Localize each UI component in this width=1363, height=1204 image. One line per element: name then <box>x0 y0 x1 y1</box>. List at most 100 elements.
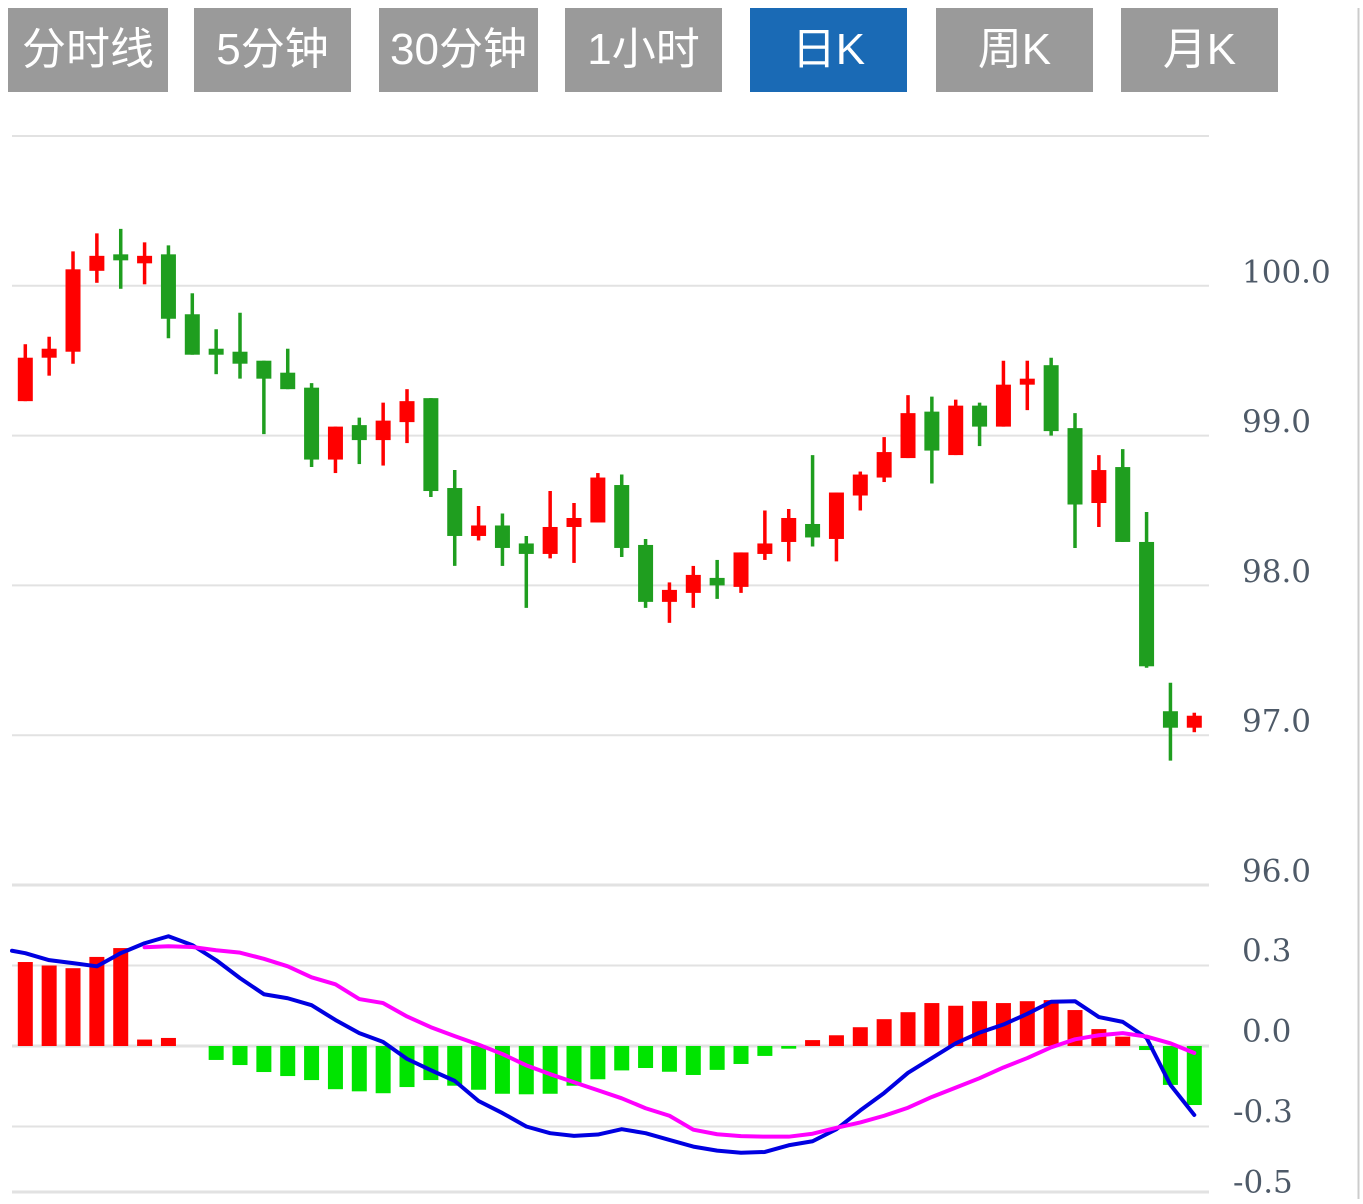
macd-histogram-bar <box>876 1019 892 1046</box>
candle-body <box>41 348 57 358</box>
candle-body <box>1043 365 1059 432</box>
candle-body <box>471 525 487 536</box>
macd-histogram-bar <box>494 1046 510 1094</box>
candle-body <box>280 372 296 390</box>
tab-weekly-k[interactable]: 周K <box>936 8 1093 92</box>
macd-histogram-bar <box>256 1046 272 1073</box>
candle-body <box>351 425 367 441</box>
tab-monthly-k[interactable]: 月K <box>1121 8 1278 92</box>
macd-histogram-bar <box>995 1003 1011 1046</box>
macd-histogram-bar <box>852 1027 868 1046</box>
candle-body <box>638 544 654 602</box>
candle-body <box>590 477 606 523</box>
macd-histogram-bar <box>1139 1046 1155 1051</box>
macd-axis-label: -0.3 <box>1233 1094 1293 1130</box>
candle-body <box>184 314 200 355</box>
candle-body <box>1139 541 1155 667</box>
macd-histogram-bar <box>137 1039 153 1046</box>
tab-timeline[interactable]: 分时线 <box>8 8 168 92</box>
candle-body <box>1186 715 1202 728</box>
price-axis-label: 100.0 <box>1242 254 1331 290</box>
price-axis-label: 96.0 <box>1242 854 1311 890</box>
candle-body <box>423 398 439 492</box>
candle-body <box>614 485 630 548</box>
tab-5min[interactable]: 5分钟 <box>194 8 351 92</box>
candle-body <box>661 589 677 602</box>
candle-body <box>65 269 81 352</box>
candle-body <box>781 517 797 542</box>
price-axis-label: 98.0 <box>1242 554 1311 590</box>
macd-histogram-bar <box>280 1046 296 1077</box>
candle-body <box>208 348 224 355</box>
candle-body <box>232 351 248 364</box>
candle-body <box>876 452 892 478</box>
macd-histogram-bar <box>828 1035 844 1046</box>
candle-body <box>900 413 916 459</box>
dea-line <box>142 944 1197 1139</box>
candle-body <box>828 492 844 539</box>
candle-body <box>805 523 821 538</box>
candle-body <box>160 254 176 319</box>
macd-histogram-bar <box>17 962 33 1046</box>
macd-histogram-bar <box>900 1012 916 1046</box>
candle-body <box>89 255 105 271</box>
candle-body <box>709 577 725 586</box>
macd-histogram-bar <box>232 1046 248 1066</box>
macd-histogram-bar <box>447 1046 463 1086</box>
tab-1hour[interactable]: 1小时 <box>565 8 722 92</box>
macd-histogram-bar <box>661 1046 677 1072</box>
macd-histogram-bar <box>375 1046 391 1094</box>
candle-body <box>1162 711 1178 728</box>
candle-body <box>518 543 534 554</box>
macd-histogram-bar <box>566 1046 582 1086</box>
candle-body <box>256 360 272 379</box>
macd-histogram-bar <box>1115 1036 1131 1046</box>
candle-body <box>375 420 391 441</box>
price-axis-label: 97.0 <box>1242 704 1311 740</box>
candle-body <box>137 255 153 264</box>
macd-histogram-bar <box>614 1046 630 1071</box>
candle-body <box>494 525 510 548</box>
macd-histogram-bar <box>1043 1000 1059 1046</box>
macd-histogram-bar <box>733 1046 749 1064</box>
candle-body <box>685 574 701 593</box>
macd-histogram-bar <box>1162 1046 1178 1085</box>
macd-histogram-bar <box>208 1046 224 1060</box>
macd-histogram-bar <box>65 968 81 1046</box>
macd-histogram-bar <box>399 1046 415 1088</box>
macd-histogram-bar <box>972 1001 988 1046</box>
macd-histogram-bar <box>685 1046 701 1075</box>
interval-tabbar: 分时线 5分钟 30分钟 1小时 日K 周K 月K <box>0 0 1363 100</box>
candle-body <box>1091 470 1107 504</box>
macd-histogram-bar <box>1067 1010 1083 1046</box>
macd-histogram-bar <box>805 1040 821 1046</box>
candle-body <box>542 526 558 554</box>
candle-body <box>399 401 415 423</box>
candle-body <box>304 387 320 460</box>
macd-histogram-bar <box>41 965 57 1046</box>
macd-histogram-bar <box>542 1046 558 1094</box>
macd-histogram-bar <box>757 1046 773 1056</box>
macd-histogram-bar <box>709 1046 725 1070</box>
macd-histogram-bar <box>113 948 129 1046</box>
candle-body <box>17 357 33 402</box>
macd-histogram-bar <box>924 1003 940 1046</box>
candle-body <box>995 384 1011 427</box>
candle-body <box>1067 428 1083 505</box>
macd-axis-label: 0.0 <box>1242 1014 1291 1050</box>
macd-histogram-bar <box>351 1046 367 1092</box>
candle-body <box>733 552 749 587</box>
macd-histogram-bar <box>948 1005 964 1046</box>
candle-body <box>1115 467 1131 542</box>
macd-histogram-bar <box>518 1046 534 1095</box>
candle-body <box>948 405 964 456</box>
macd-axis-label: -0.5 <box>1233 1165 1293 1200</box>
candle-body <box>327 426 343 460</box>
candle-body <box>113 254 129 261</box>
tab-30min[interactable]: 30分钟 <box>379 8 538 92</box>
tab-daily-k[interactable]: 日K <box>750 8 907 92</box>
macd-histogram-bar <box>1091 1029 1107 1046</box>
macd-histogram-bar <box>160 1037 176 1046</box>
macd-histogram-bar <box>471 1046 487 1090</box>
